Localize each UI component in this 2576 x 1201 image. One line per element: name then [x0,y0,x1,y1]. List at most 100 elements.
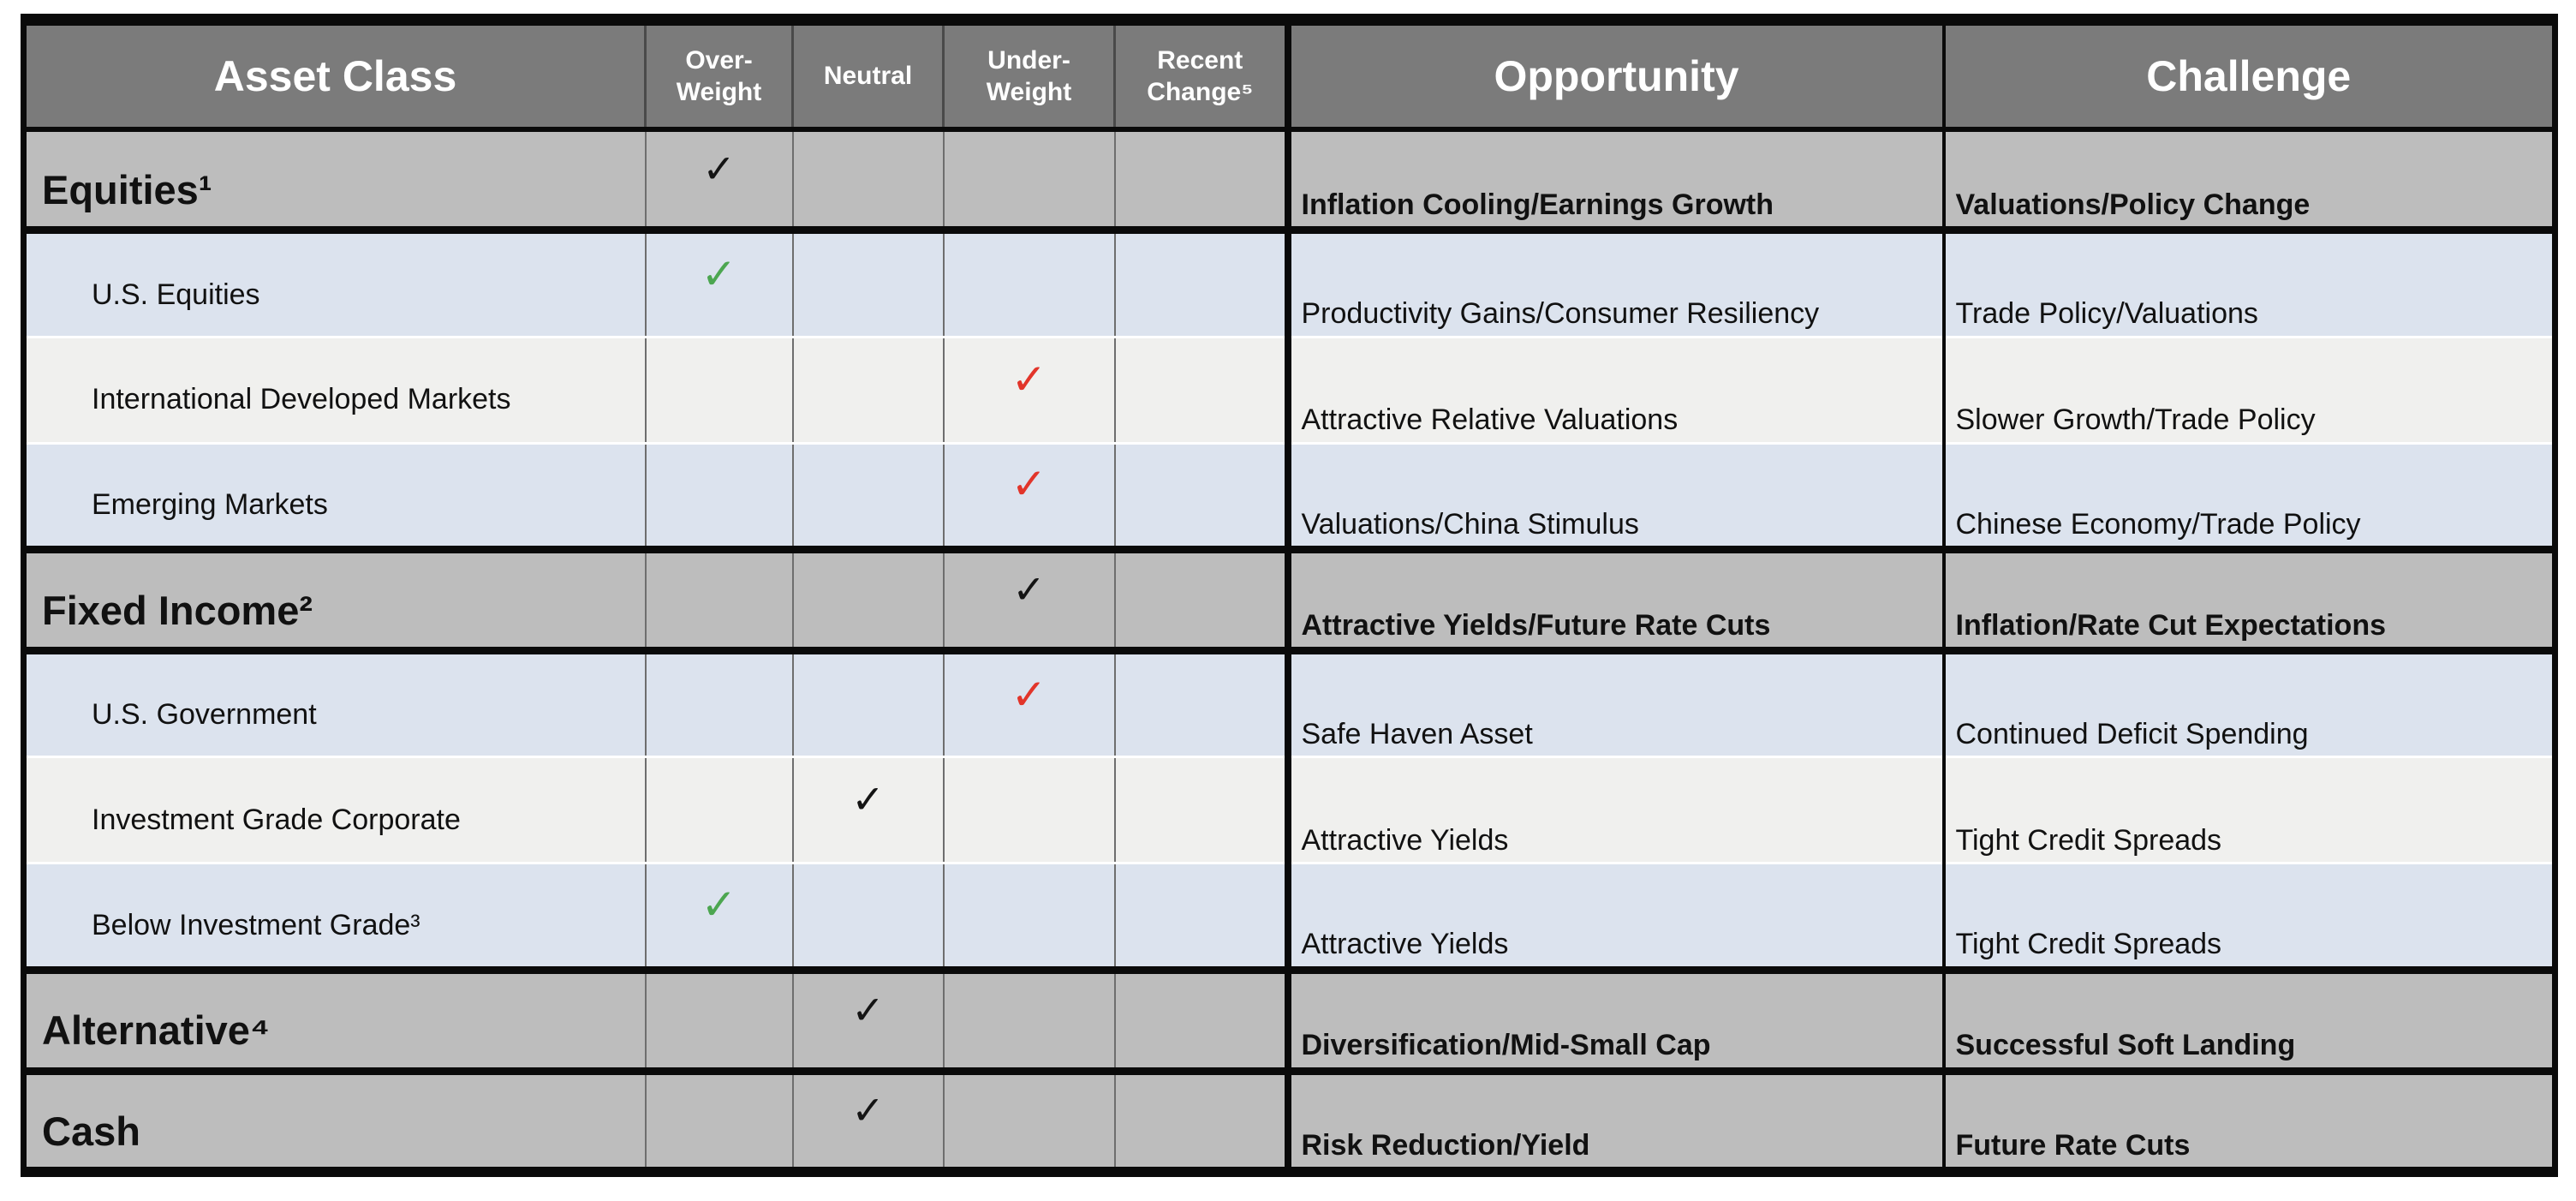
opportunity-cell: Risk Reduction/Yield [1284,1067,1944,1172]
opportunity-cell: Inflation Cooling/Earnings Growth [1284,129,1944,230]
challenge-cell: Tight Credit Spreads [1941,862,2555,971]
asset-allocation-table: Asset Class Over- Weight Neutral Under- … [21,14,2558,1177]
header-under-weight: Under- Weight [942,20,1115,132]
underweight-cell [942,1067,1115,1172]
header-challenge: Challenge [1941,20,2555,132]
asset-class-cell: Alternative⁴ [23,965,646,1072]
recent-change-cell [1113,965,1288,1072]
row-alternative: Alternative⁴ ✓ Diversification/Mid-Small… [23,965,2555,1072]
overweight-cell [644,965,793,1072]
recent-change-cell [1113,335,1288,444]
header-neutral: Neutral [791,20,944,132]
challenge-cell: Chinese Economy/Trade Policy [1941,441,2555,550]
overweight-cell [644,546,793,651]
header-recent-change: Recent Change⁵ [1113,20,1288,132]
row-us-government: U.S. Government ✓ Safe Haven Asset Conti… [23,646,2555,757]
neutral-cell: ✓ [791,1067,944,1172]
underweight-cell: ✓ [942,546,1115,651]
neutral-cell [791,862,944,971]
challenge-cell: Valuations/Policy Change [1941,129,2555,230]
asset-class-cell: Investment Grade Corporate [23,756,646,863]
check-icon: ✓ [1011,355,1047,403]
overweight-cell: ✓ [644,129,793,230]
challenge-cell: Slower Growth/Trade Policy [1941,335,2555,444]
overweight-cell: ✓ [644,862,793,971]
row-us-equities: U.S. Equities ✓ Productivity Gains/Consu… [23,226,2555,338]
opportunity-cell: Attractive Relative Valuations [1284,335,1944,444]
underweight-cell: ✓ [942,441,1115,550]
opportunity-cell: Attractive Yields [1284,862,1944,971]
row-equities: Equities¹ ✓ Inflation Cooling/Earnings G… [23,129,2555,230]
challenge-cell: Future Rate Cuts [1941,1067,2555,1172]
asset-class-cell: Fixed Income² [23,546,646,651]
asset-class-cell: Cash [23,1067,646,1172]
check-icon: ✓ [851,1087,885,1132]
recent-change-cell [1113,646,1288,757]
underweight-cell: ✓ [942,335,1115,444]
overweight-cell [644,335,793,444]
recent-change-cell [1113,129,1288,230]
asset-class-cell: Below Investment Grade³ [23,862,646,971]
check-icon: ✓ [1011,460,1047,509]
neutral-cell [791,335,944,444]
header-row: Asset Class Over- Weight Neutral Under- … [23,20,2555,132]
neutral-cell [791,646,944,757]
underweight-cell [942,226,1115,338]
check-icon: ✓ [851,777,885,822]
header-over-weight: Over- Weight [644,20,793,132]
neutral-cell [791,546,944,651]
underweight-cell [942,965,1115,1072]
row-fixed-income: Fixed Income² ✓ Attractive Yields/Future… [23,546,2555,651]
overweight-cell [644,646,793,757]
challenge-cell: Tight Credit Spreads [1941,756,2555,863]
asset-class-cell: U.S. Equities [23,226,646,338]
row-below-investment-grade: Below Investment Grade³ ✓ Attractive Yie… [23,862,2555,971]
recent-change-cell [1113,441,1288,550]
recent-change-cell [1113,862,1288,971]
check-icon: ✓ [702,146,736,191]
neutral-cell [791,226,944,338]
row-cash: Cash ✓ Risk Reduction/Yield Future Rate … [23,1067,2555,1172]
header-opportunity: Opportunity [1284,20,1944,132]
underweight-cell [942,129,1115,230]
asset-class-cell: Emerging Markets [23,441,646,550]
recent-change-cell [1113,546,1288,651]
opportunity-cell: Productivity Gains/Consumer Resiliency [1284,226,1944,338]
overweight-cell [644,756,793,863]
neutral-cell: ✓ [791,756,944,863]
underweight-cell [942,756,1115,863]
challenge-cell: Continued Deficit Spending [1941,646,2555,757]
row-international-developed-markets: International Developed Markets ✓ Attrac… [23,335,2555,444]
recent-change-cell [1113,226,1288,338]
recent-change-cell [1113,756,1288,863]
challenge-cell: Trade Policy/Valuations [1941,226,2555,338]
underweight-cell: ✓ [942,646,1115,757]
opportunity-cell: Diversification/Mid-Small Cap [1284,965,1944,1072]
neutral-cell: ✓ [791,965,944,1072]
underweight-cell [942,862,1115,971]
check-icon: ✓ [1012,567,1046,612]
opportunity-cell: Valuations/China Stimulus [1284,441,1944,550]
overweight-cell [644,1067,793,1172]
overweight-cell: ✓ [644,226,793,338]
challenge-cell: Inflation/Rate Cut Expectations [1941,546,2555,651]
recent-change-cell [1113,1067,1288,1172]
check-icon: ✓ [1011,670,1047,719]
asset-class-cell: U.S. Government [23,646,646,757]
check-icon: ✓ [701,881,737,929]
check-icon: ✓ [701,250,737,299]
opportunity-cell: Attractive Yields/Future Rate Cuts [1284,546,1944,651]
row-investment-grade-corporate: Investment Grade Corporate ✓ Attractive … [23,756,2555,863]
check-icon: ✓ [851,987,885,1032]
header-asset-class: Asset Class [23,20,646,132]
neutral-cell [791,129,944,230]
allocation-matrix: Asset Class Over- Weight Neutral Under- … [21,14,2558,1177]
asset-class-cell: Equities¹ [23,129,646,230]
opportunity-cell: Attractive Yields [1284,756,1944,863]
opportunity-cell: Safe Haven Asset [1284,646,1944,757]
overweight-cell [644,441,793,550]
asset-class-cell: International Developed Markets [23,335,646,444]
challenge-cell: Successful Soft Landing [1941,965,2555,1072]
neutral-cell [791,441,944,550]
row-emerging-markets: Emerging Markets ✓ Valuations/China Stim… [23,441,2555,550]
